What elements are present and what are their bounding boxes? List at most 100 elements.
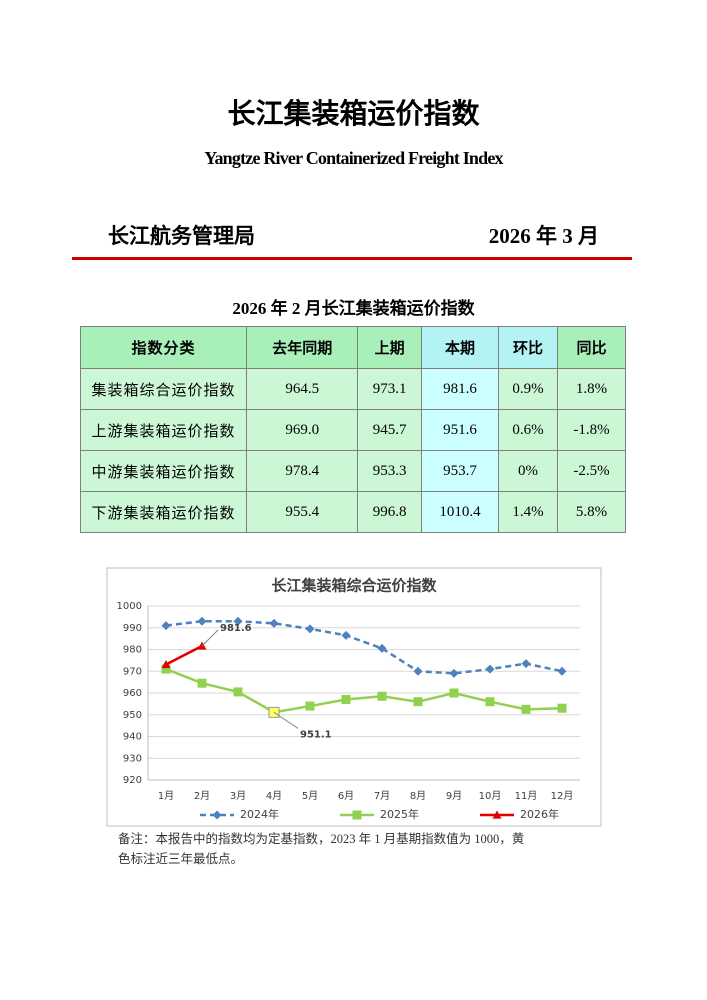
marker <box>233 687 243 697</box>
divider <box>72 257 632 260</box>
annotation-leader <box>273 711 299 729</box>
marker <box>521 704 531 714</box>
cell: 969.0 <box>245 409 359 451</box>
cell: 集装箱综合运价指数 <box>80 368 247 410</box>
x-tick-label: 7月 <box>374 790 390 802</box>
x-tick-label: 2月 <box>194 790 210 802</box>
y-tick-label: 990 <box>123 623 142 634</box>
chart-title: 长江集装箱综合运价指数 <box>271 577 437 595</box>
marker <box>413 697 423 707</box>
data-label: 951.1 <box>300 729 332 740</box>
table-row: 集装箱综合运价指数 964.5 973.1 981.6 0.9% 1.8% <box>80 368 627 410</box>
marker <box>413 666 423 676</box>
marker <box>197 616 207 626</box>
annotation-leader <box>201 629 219 647</box>
legend-label: 2026年 <box>520 807 559 821</box>
x-tick-label: 9月 <box>446 790 462 802</box>
date: 2026 年 3 月 <box>488 224 599 248</box>
cell: 上游集装箱运价指数 <box>80 409 247 451</box>
marker <box>521 659 531 669</box>
x-tick-label: 3月 <box>230 790 246 802</box>
marker <box>341 630 351 640</box>
cell: 0.9% <box>498 368 558 410</box>
x-tick-label: 4月 <box>266 790 282 802</box>
series-line <box>165 619 563 675</box>
marker <box>557 703 567 713</box>
header-cell: 本期 <box>420 326 500 369</box>
x-tick-label: 5月 <box>302 790 318 802</box>
marker <box>197 678 207 688</box>
title: 长江集装箱运价指数 <box>227 97 480 130</box>
cell: 5.8% <box>556 491 627 533</box>
cell: 0% <box>498 450 558 492</box>
cell: 953.3 <box>357 450 422 492</box>
cell: 951.6 <box>420 409 500 451</box>
cell: 1010.4 <box>420 491 500 533</box>
chart-frame <box>106 567 602 827</box>
x-tick-label: 11月 <box>515 790 538 802</box>
header-cell: 去年同期 <box>245 326 359 369</box>
data-label: 981.6 <box>220 623 252 634</box>
cell: 0.6% <box>498 409 558 451</box>
cell: 1.8% <box>556 368 627 410</box>
note: 备注：本报告中的指数均为定基指数，2023 年 1 月基期指数值为 1000，黄… <box>118 829 524 869</box>
cell: 964.5 <box>245 368 359 410</box>
x-tick-label: 1月 <box>158 790 174 802</box>
marker <box>161 660 171 669</box>
table-row: 指数分类 去年同期 上期 本期 环比 同比 <box>80 326 627 369</box>
cell: 中游集装箱运价指数 <box>80 450 247 492</box>
y-tick-label: 1000 <box>117 601 142 612</box>
header-cell: 环比 <box>498 326 558 369</box>
table-row: 上游集装箱运价指数 969.0 945.7 951.6 0.6% -1.8% <box>80 409 627 451</box>
legend-marker <box>492 810 502 819</box>
marker <box>161 621 171 631</box>
cell: -2.5% <box>556 450 627 492</box>
header-cell: 同比 <box>556 326 627 369</box>
x-tick-label: 8月 <box>410 790 426 802</box>
marker <box>449 668 459 678</box>
marker <box>341 695 351 705</box>
legend-label: 2024年 <box>240 807 279 821</box>
series-line <box>165 667 563 714</box>
cell: 下游集装箱运价指数 <box>80 491 247 533</box>
marker <box>269 618 279 628</box>
x-tick-label: 12月 <box>551 790 574 802</box>
header-cell: 上期 <box>357 326 422 369</box>
index-table: 指数分类 去年同期 上期 本期 环比 同比 集装箱综合运价指数 964.5 973.1 981.6… <box>80 326 627 533</box>
y-tick-label: 960 <box>123 688 142 699</box>
cell: -1.8% <box>556 409 627 451</box>
table-row: 下游集装箱运价指数 955.4 996.8 1010.4 1.4% 5.8% <box>80 491 627 533</box>
legend-marker <box>352 810 362 820</box>
table-row: 中游集装箱运价指数 978.4 953.3 953.7 0% -2.5% <box>80 450 627 492</box>
cell: 996.8 <box>357 491 422 533</box>
note-line: 备注：本报告中的指数均为定基指数，2023 年 1 月基期指数值为 1000，黄 <box>118 832 525 846</box>
y-tick-label: 980 <box>123 645 142 656</box>
series-line <box>165 644 203 666</box>
cell: 955.4 <box>245 491 359 533</box>
y-tick-label: 920 <box>123 775 142 786</box>
x-tick-label: 6月 <box>338 790 354 802</box>
marker <box>161 664 171 674</box>
subtitle: Yangtze River Containerized Freight Inde… <box>204 148 503 168</box>
legend-marker <box>212 810 222 820</box>
note-line: 色标注近三年最低点。 <box>118 852 244 866</box>
cell: 1.4% <box>498 491 558 533</box>
x-tick-label: 10月 <box>479 790 502 802</box>
marker <box>449 688 459 698</box>
cell: 973.1 <box>357 368 422 410</box>
marker <box>377 643 387 653</box>
marker <box>485 697 495 707</box>
y-tick-label: 940 <box>123 732 142 743</box>
marker <box>305 624 315 634</box>
marker <box>377 691 387 701</box>
marker <box>233 616 243 626</box>
marker <box>557 666 567 676</box>
legend-label: 2025年 <box>380 807 419 821</box>
cell: 981.6 <box>420 368 500 410</box>
cell: 945.7 <box>357 409 422 451</box>
y-tick-label: 930 <box>123 753 142 764</box>
marker <box>305 701 315 711</box>
y-tick-label: 970 <box>123 666 142 677</box>
